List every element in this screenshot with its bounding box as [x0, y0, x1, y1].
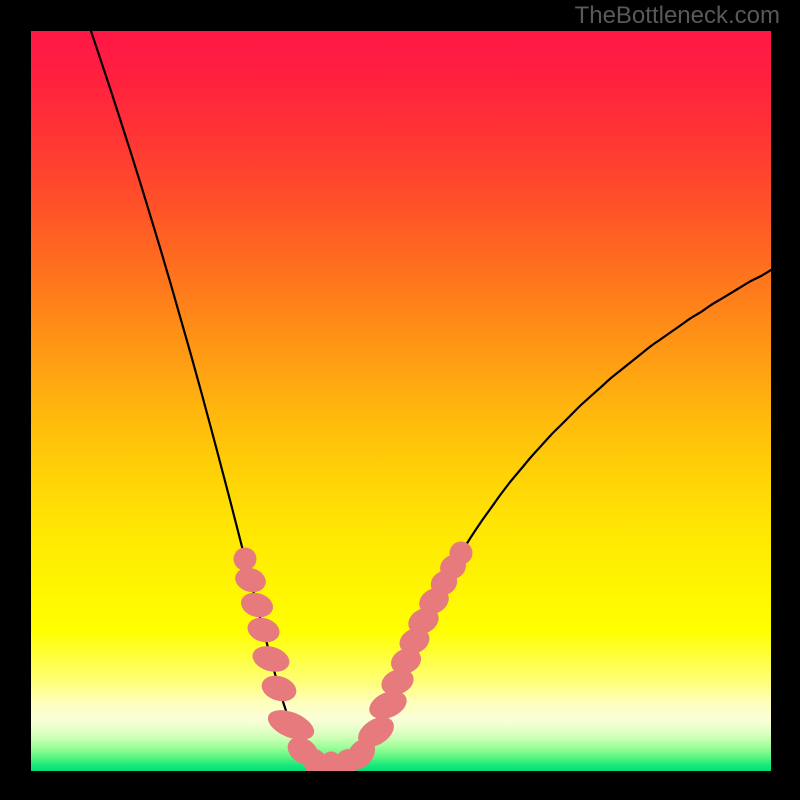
- bead: [450, 542, 473, 565]
- chart-frame: [0, 0, 800, 800]
- plot-svg: [31, 31, 771, 771]
- plot-area: [31, 31, 771, 771]
- watermark-text: TheBottleneck.com: [575, 2, 780, 30]
- bead: [234, 548, 257, 571]
